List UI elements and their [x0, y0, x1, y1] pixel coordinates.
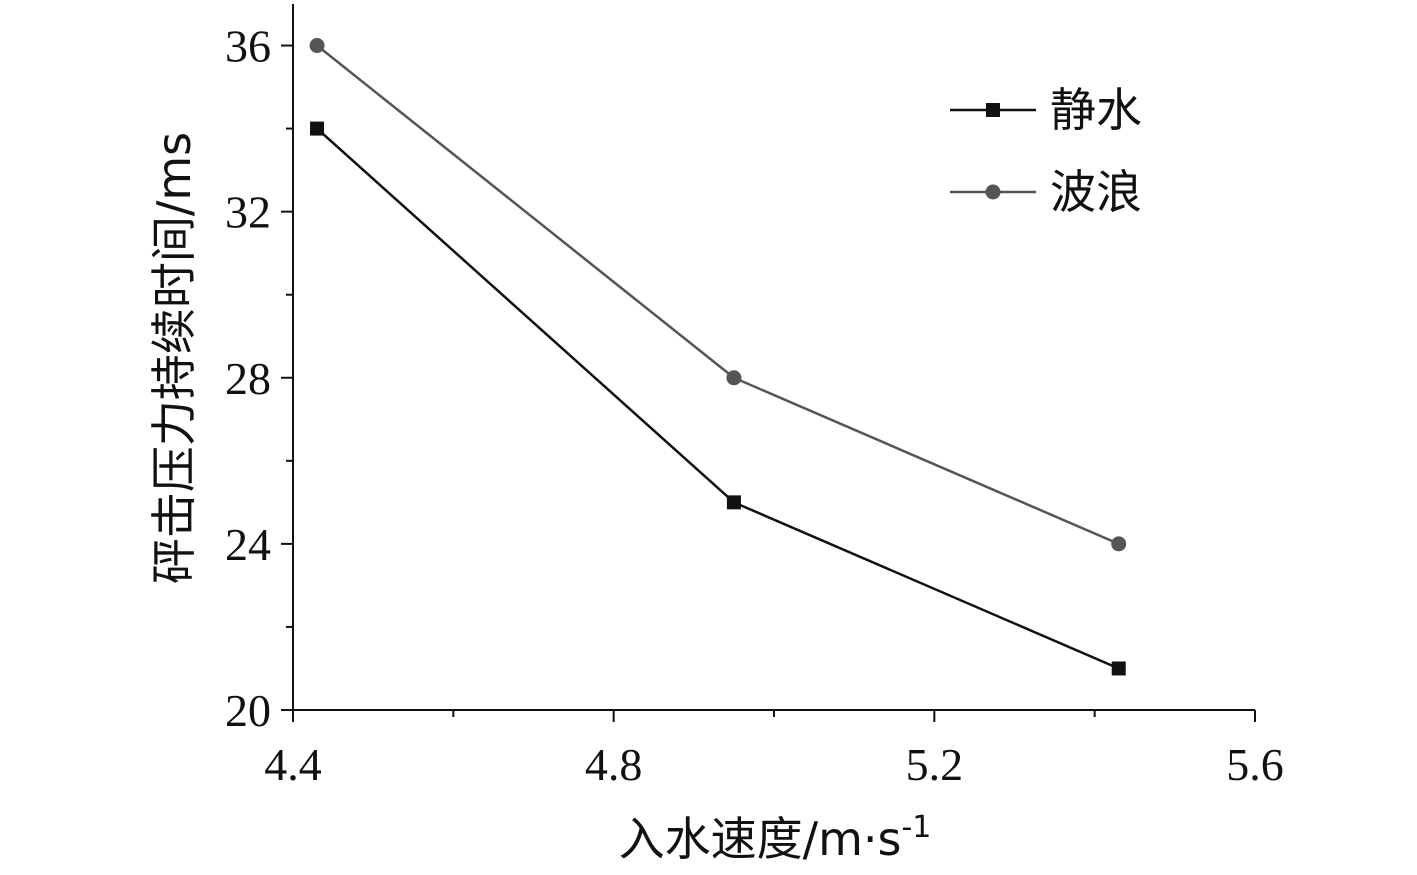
- x-tick-label: 5.6: [1226, 739, 1284, 790]
- y-tick-label: 28: [225, 353, 271, 404]
- y-tick-label: 32: [225, 187, 271, 238]
- y-tick-label: 20: [225, 685, 271, 736]
- data-point: [310, 121, 325, 136]
- legend-label: 静水: [1050, 83, 1142, 137]
- legend-entry: 波浪: [950, 165, 1142, 219]
- legend-marker: [986, 103, 1000, 117]
- data-point: [726, 495, 741, 510]
- x-tick-label: 5.2: [906, 739, 964, 790]
- y-tick-label: 36: [225, 21, 271, 72]
- series-line: [316, 127, 1120, 670]
- data-point: [309, 38, 325, 54]
- legend-marker: [985, 184, 1001, 200]
- legend-entry: 静水: [950, 83, 1142, 137]
- ticks: 4.4 4.8 5.2 5.6 20 24 28 32 36: [225, 21, 1284, 790]
- data-point: [1111, 536, 1127, 552]
- y-axis-title: 砰击压力持续时间/ms: [147, 132, 201, 584]
- x-axis-title-sup: -1: [901, 810, 931, 845]
- y-tick-label: 24: [225, 519, 271, 570]
- series-2: [309, 38, 1127, 552]
- legend-label: 波浪: [1050, 165, 1142, 219]
- x-axis-title-text: 入水速度/m·s: [619, 812, 902, 866]
- series-layer: [309, 38, 1127, 676]
- series-line: [316, 44, 1120, 546]
- data-point: [1111, 661, 1126, 676]
- x-tick-label: 4.4: [264, 739, 322, 790]
- data-point: [726, 370, 742, 386]
- x-tick-label: 4.8: [585, 739, 643, 790]
- x-axis-title: 入水速度/m·s-1: [619, 810, 932, 866]
- series-1: [310, 121, 1126, 676]
